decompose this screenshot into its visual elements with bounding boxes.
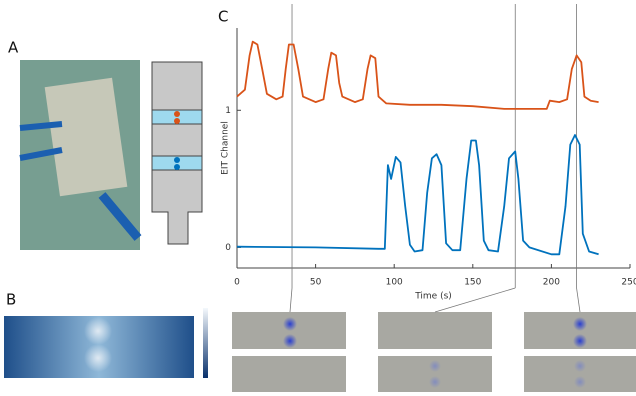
panel-label: A [8,39,19,57]
schematic [151,61,203,245]
x-tick-label: 250 [621,278,636,288]
eit-images [232,312,636,392]
panel-label: B [6,291,16,309]
y-tick-label: 0 [225,243,231,253]
x-tick-label: 0 [234,278,240,288]
photo [19,60,142,250]
y-tick-label: 1 [225,106,231,116]
line-series [236,40,599,110]
x-axis-label: Time (s) [414,292,452,302]
heatmap [4,308,208,378]
panel-label: C [218,8,228,26]
x-tick-label: 100 [386,278,403,288]
marker-connector [434,287,516,313]
marker-connector [289,287,293,313]
x-tick-label: 50 [310,278,322,288]
y-axis-label: EIT Channel [221,121,231,175]
x-tick-label: 150 [464,278,481,288]
line-series [236,134,599,256]
x-tick-label: 200 [543,278,560,288]
marker-connector [576,287,581,313]
